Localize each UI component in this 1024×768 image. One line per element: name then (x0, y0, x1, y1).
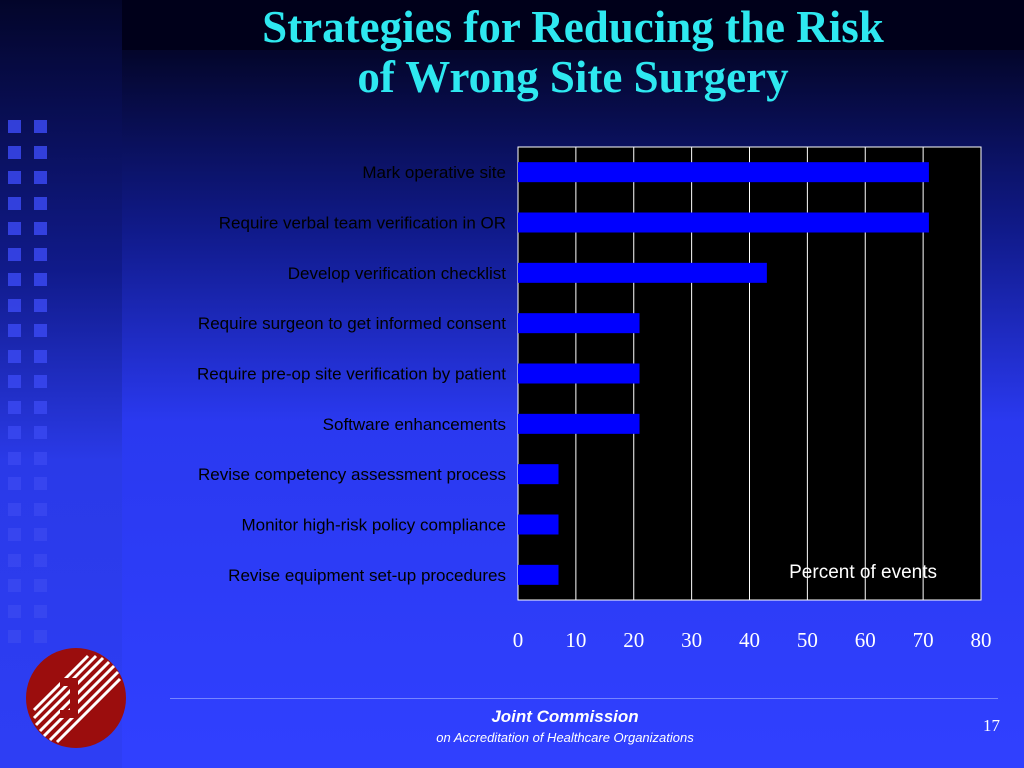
category-label: Require pre-op site verification by pati… (197, 365, 506, 384)
decor-square (34, 502, 47, 516)
x-tick-label: 70 (913, 628, 934, 652)
category-label: Monitor high-risk policy compliance (241, 516, 506, 535)
decor-square (8, 273, 21, 286)
slide-title: Strategies for Reducing the Risk of Wron… (122, 2, 1024, 102)
category-label: Revise equipment set-up procedures (228, 566, 506, 585)
category-label: Software enhancements (323, 415, 506, 434)
bar (518, 212, 929, 233)
decor-square (34, 604, 47, 618)
category-label: Require surgeon to get informed consent (198, 314, 506, 333)
bar (518, 363, 640, 384)
bar (518, 514, 559, 535)
title-band (122, 0, 1024, 50)
category-label: Revise competency assessment process (198, 465, 506, 484)
decor-square (8, 604, 21, 618)
bar (518, 564, 559, 585)
decor-square (34, 553, 47, 567)
decor-square (34, 196, 47, 210)
bar (518, 464, 559, 485)
bar (518, 313, 640, 334)
decor-square (34, 273, 47, 286)
decor-square (34, 324, 47, 337)
decor-square (8, 375, 21, 388)
x-tick-label: 50 (797, 628, 818, 652)
category-label: Require verbal team verification in OR (219, 214, 506, 233)
x-tick-label: 10 (565, 628, 586, 652)
decor-square (8, 349, 21, 363)
decor-square (34, 120, 47, 133)
decor-square (8, 222, 21, 235)
joint-commission-logo-icon (26, 648, 126, 748)
bar (518, 262, 767, 283)
footer-org-subtitle: on Accreditation of Healthcare Organizat… (436, 730, 694, 745)
decor-square (8, 247, 21, 261)
decor-square (8, 426, 21, 439)
decor-square (8, 298, 21, 312)
decor-square (34, 145, 47, 159)
decor-square (8, 502, 21, 516)
bar-chart: Mark operative site Require verbal team v… (197, 146, 992, 652)
x-tick-label: 60 (855, 628, 876, 652)
decor-square (8, 451, 21, 465)
decor-square (8, 477, 21, 490)
decor-square (34, 579, 47, 592)
decor-square (34, 222, 47, 235)
x-tick-label: 30 (681, 628, 702, 652)
x-tick-label: 20 (623, 628, 644, 652)
x-tick-label: 0 (513, 628, 524, 652)
x-tick-label: 80 (971, 628, 992, 652)
decor-square (8, 400, 21, 414)
bar (518, 162, 929, 183)
page-number: 17 (983, 716, 1000, 735)
decor-square (34, 630, 47, 643)
decor-square (8, 196, 21, 210)
decor-square (34, 477, 47, 490)
decor-square (34, 426, 47, 439)
decor-square (8, 579, 21, 592)
footer-org-name: Joint Commission (491, 707, 639, 726)
slide-title-line1: Strategies for Reducing the Risk (262, 2, 884, 52)
decor-square (8, 528, 21, 541)
decor-square (34, 375, 47, 388)
decor-square (34, 451, 47, 465)
decor-square (8, 553, 21, 567)
decor-square (34, 171, 47, 184)
category-label: Mark operative site (362, 163, 506, 182)
footer-divider (170, 698, 998, 699)
decor-square (34, 400, 47, 414)
slide-title-line2: of Wrong Site Surgery (357, 52, 789, 102)
category-label: Develop verification checklist (288, 264, 507, 283)
chart-annotation: Percent of events (789, 562, 937, 583)
decor-square (34, 528, 47, 541)
bar (518, 413, 640, 434)
decor-square (34, 298, 47, 312)
decor-square (34, 247, 47, 261)
decor-square (8, 120, 21, 133)
decor-square (8, 171, 21, 184)
x-tick-label: 40 (739, 628, 760, 652)
decor-square (8, 630, 21, 643)
decor-square (8, 324, 21, 337)
decor-square (8, 145, 21, 159)
decor-square (34, 349, 47, 363)
